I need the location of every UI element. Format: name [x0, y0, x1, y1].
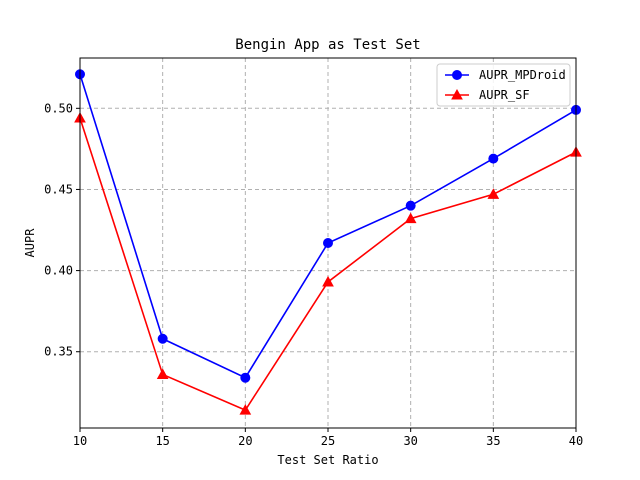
legend-label: AUPR_SF	[479, 88, 530, 102]
y-tick-label: 0.50	[44, 101, 73, 115]
data-point	[240, 372, 251, 383]
x-axis-label: Test Set Ratio	[277, 453, 378, 467]
data-point	[239, 404, 252, 415]
x-tick-label: 40	[569, 434, 583, 448]
data-point	[323, 238, 333, 248]
legend-item: AUPR_MPDroid	[445, 68, 566, 82]
legend-box	[436, 63, 571, 107]
x-axis: 10 15 20 25 30 35 40	[73, 428, 583, 448]
x-tick-label: 25	[321, 434, 335, 448]
legend-marker	[451, 88, 463, 100]
chart-title: Bengin App as Test Set	[235, 37, 420, 53]
y-axis: 0.35 0.40 0.45 0.50	[44, 101, 80, 359]
data-point	[405, 200, 416, 211]
y-tick-label: 0.40	[44, 264, 73, 278]
legend: AUPR_MPDroid AUPR_SF	[436, 63, 571, 107]
x-tick-label: 20	[238, 434, 252, 448]
data-point	[488, 153, 499, 164]
data-point	[404, 212, 417, 224]
x-tick-label: 30	[403, 434, 417, 448]
legend-label: AUPR_MPDroid	[479, 68, 566, 82]
y-axis-label: AUPR	[23, 228, 37, 258]
x-tick-label: 15	[155, 434, 169, 448]
data-point	[157, 333, 168, 344]
legend-marker	[452, 70, 462, 80]
y-tick-label: 0.35	[44, 345, 73, 359]
data-point	[487, 188, 500, 199]
x-tick-label: 35	[486, 434, 500, 448]
legend-item: AUPR_SF	[445, 88, 530, 102]
x-tick-label: 10	[73, 434, 87, 448]
data-point	[156, 368, 169, 379]
y-tick-label: 0.45	[44, 182, 73, 196]
series-group	[74, 69, 582, 415]
data-point	[322, 275, 334, 287]
